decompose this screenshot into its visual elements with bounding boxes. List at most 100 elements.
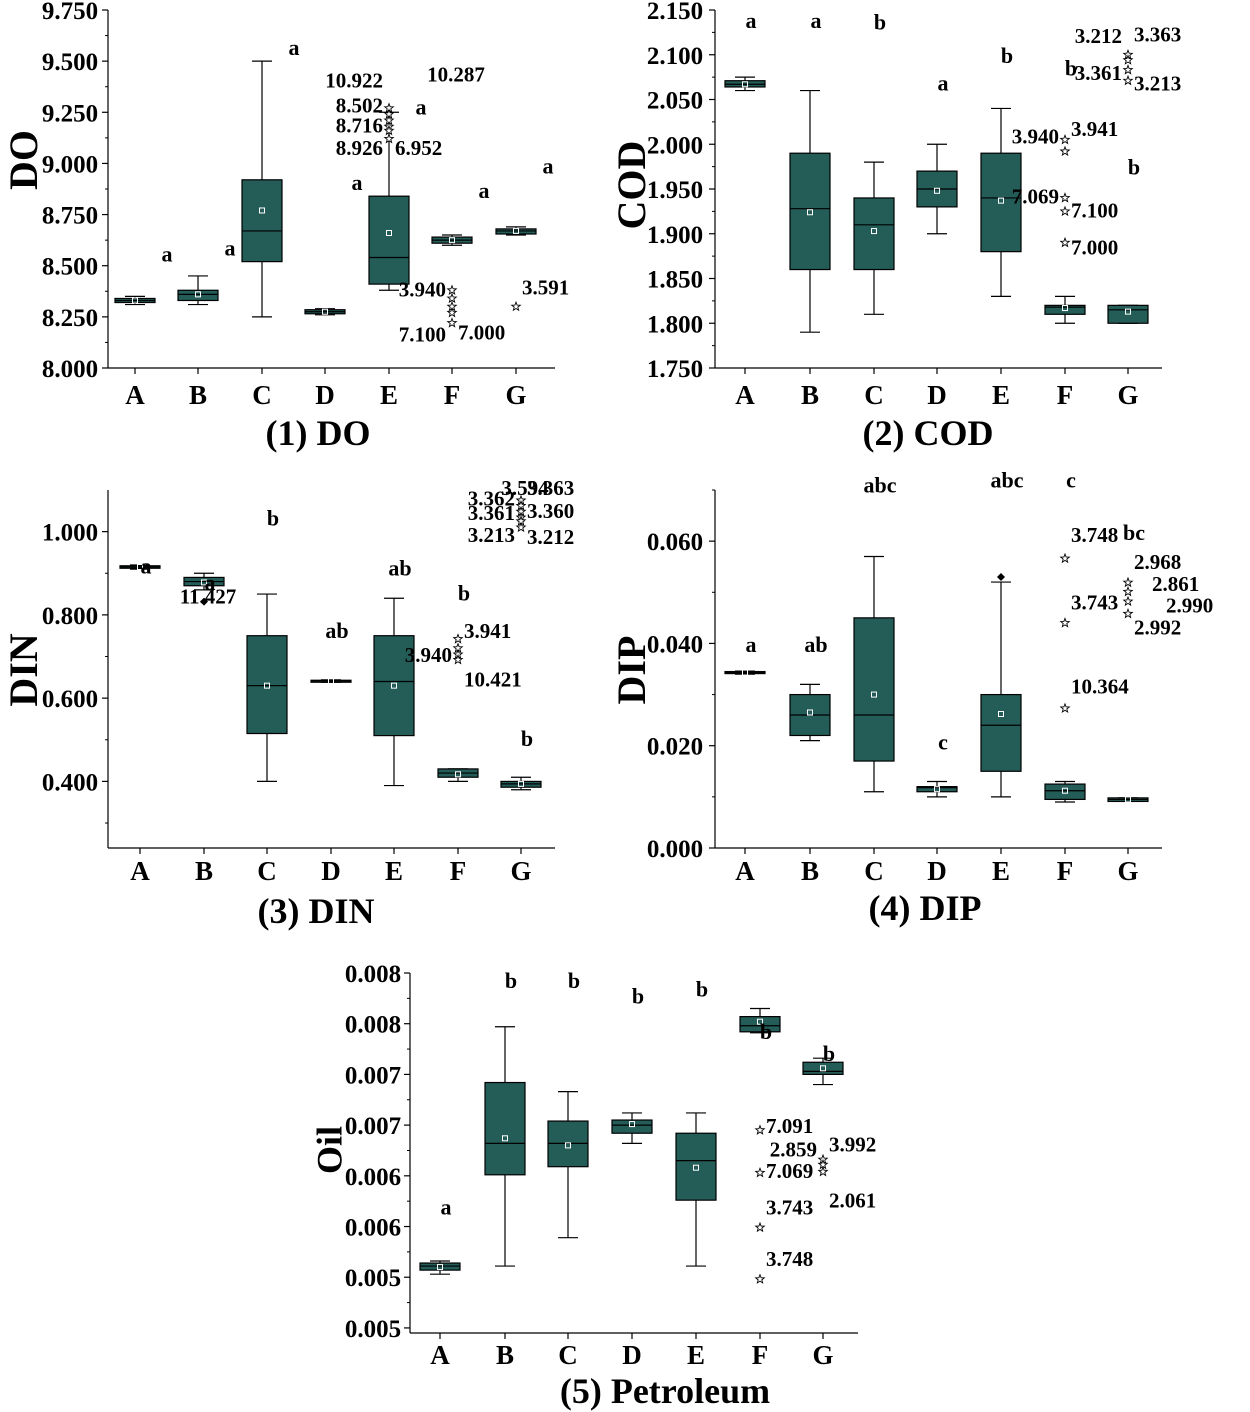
box-A [114,295,156,306]
outlier-diamond [200,597,208,606]
outlier-label: 3.213 [1134,72,1181,96]
box-E [980,107,1022,297]
group-letter: a [141,553,152,578]
group-letter: a [162,242,173,267]
group-letter: a [416,94,427,119]
mean-marker [693,1164,699,1171]
y-axis-label: Oil [309,1126,349,1174]
iqr-box [241,179,283,263]
group-letter: a [352,170,363,195]
outlier-label: 10.421 [464,667,522,691]
x-tick-label: D [622,1340,642,1370]
x-tick-label: F [1057,856,1074,886]
x-tick-label: A [130,856,150,886]
x-tick-label: C [558,1340,578,1370]
box-E [675,1112,717,1267]
group-letter: b [874,10,886,35]
outlier-label: 3.212 [1075,24,1122,48]
outlier-star [1059,133,1071,145]
mean-marker [1062,305,1068,312]
box-B [789,89,831,333]
y-tick-label: 8.750 [42,203,98,230]
outlier-star [817,1165,829,1177]
outlier-label: 10.922 [325,69,383,93]
iqr-box [246,635,288,735]
x-tick-label: A [735,856,755,886]
group-letter: a [441,1194,452,1219]
y-tick-label: 1.900 [647,222,703,249]
y-tick-label: 0.060 [647,529,703,556]
y-tick-label: 0.800 [42,603,98,630]
outlier-star [510,300,522,312]
outlier-star [515,521,527,533]
mean-marker [1062,787,1068,794]
outlier-label: 8.926 [336,136,383,160]
outlier-star [1059,192,1071,203]
x-tick-label: D [321,856,341,886]
outlier-star [1059,552,1071,564]
mean-marker [386,229,392,236]
box-G [495,226,537,236]
x-tick-label: E [380,380,398,410]
box-B [484,1026,526,1267]
outlier-label: 3.743 [1071,591,1118,615]
mean-marker [437,1264,443,1271]
y-tick-label: 0.400 [42,769,98,796]
outlier-label: 2.992 [1134,616,1181,640]
group-letter: a [205,570,216,595]
mean-marker [934,187,940,194]
group-letter: a [479,178,490,203]
outlier-label: 6.952 [395,136,442,160]
outlier-label: 3.940 [399,277,446,301]
y-tick-label: 8.000 [42,356,98,383]
y-tick-label: 0.040 [647,631,703,658]
mean-marker [518,780,524,787]
group-letter: a [746,8,757,33]
outlier-label: 2.968 [1134,550,1181,574]
outlier-star [446,317,458,328]
iqr-box [1044,783,1086,801]
chart-panel-1: 8.000 8.250 8.500 8.750 9.000 9.250 9.500 9.750… [1,0,569,453]
x-tick-label: E [992,380,1010,410]
outlier-label: 2.990 [1166,594,1213,618]
x-tick-label: F [444,380,461,410]
iqr-box [368,195,410,285]
group-letter: ab [325,618,348,643]
y-tick-label: 0.005 [345,1265,401,1292]
x-tick-label: D [927,856,947,886]
box-C [853,555,895,793]
outlier-label: 3.363 [527,476,574,500]
box-F [1044,780,1086,803]
outlier-label: 3.212 [527,525,574,549]
box-G [500,776,542,791]
box-B [789,683,831,742]
outlier-star [383,133,395,144]
mean-marker [502,1135,508,1142]
group-letter: a [811,8,822,33]
outlier-label: 3.748 [1071,523,1118,547]
y-tick-label: 8.500 [42,254,98,281]
box-D [611,1112,653,1144]
x-tick-label: B [801,856,819,886]
x-tick-label: D [927,380,947,410]
outlier-star [1122,74,1134,86]
box-B [177,275,219,306]
outlier-label: 7.000 [458,320,505,344]
iqr-box [675,1132,717,1201]
y-tick-label: 0.005 [345,1316,401,1343]
group-letter: a [289,35,300,60]
outlier-star [446,292,458,304]
group-letter: b [521,726,533,751]
chart-panel-2: 1.750 1.800 1.850 1.900 1.950 2.000 2.050 2.100… [609,0,1181,453]
x-tick-label: E [687,1340,705,1370]
box-F [739,1007,781,1034]
outlier-label: 11.427 [180,585,237,609]
outlier-star [1059,205,1071,217]
outlier-star [446,306,458,318]
mean-marker [449,237,455,244]
y-tick-label: 0.006 [345,1164,401,1191]
x-tick-label: G [1117,856,1138,886]
outlier-star [452,633,464,644]
group-letter: c [938,729,948,754]
